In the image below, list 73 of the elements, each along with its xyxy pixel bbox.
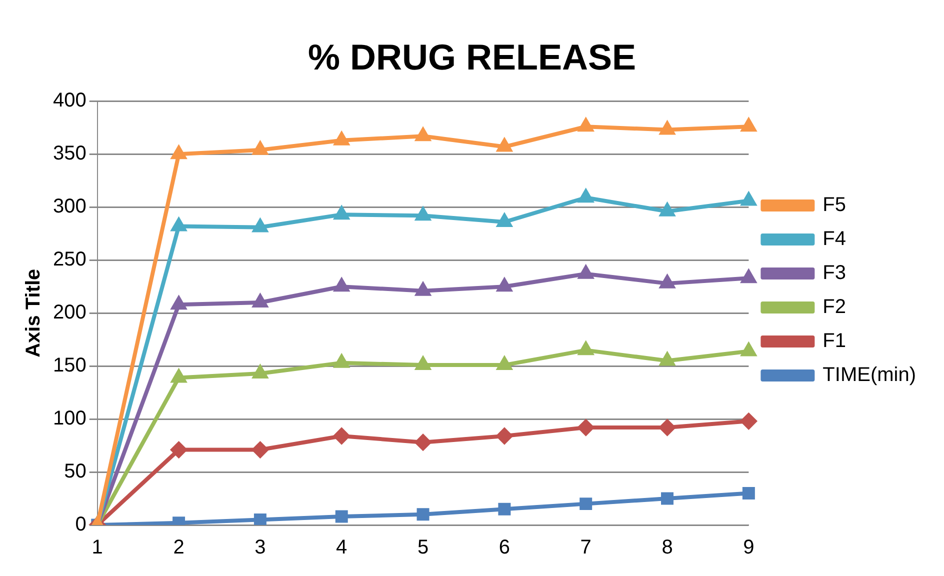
point (578, 420, 594, 436)
y-tick-label: 300 (52, 196, 86, 218)
x-tick-label: 4 (336, 536, 348, 559)
point (416, 508, 430, 521)
point (659, 420, 676, 436)
x-tick-label: 3 (254, 536, 266, 559)
point (172, 218, 186, 232)
legend-label: F4 (822, 228, 846, 250)
y-tick-label: 100 (52, 408, 86, 430)
y-axis-title: Axis Title (22, 268, 45, 358)
point (741, 343, 756, 356)
point (334, 206, 349, 220)
y-tick-label: 50 (64, 460, 86, 483)
point (172, 370, 186, 383)
legend-label: F5 (822, 194, 846, 216)
point (742, 486, 755, 500)
point (253, 365, 268, 378)
point (497, 278, 512, 292)
point (660, 122, 674, 135)
point (172, 296, 186, 310)
x-tick-label: 9 (743, 536, 754, 559)
y-tick-label: 200 (52, 302, 86, 324)
point (253, 219, 268, 232)
legend-label: F2 (822, 296, 846, 318)
point (416, 357, 430, 370)
x-tick-label: 2 (173, 536, 184, 559)
y-tick-label: 400 (52, 90, 86, 112)
point (335, 510, 348, 523)
y-tick-label: 250 (52, 248, 86, 271)
point (253, 142, 268, 155)
point (334, 428, 350, 444)
point (741, 118, 756, 132)
point (172, 146, 186, 160)
point (254, 513, 266, 525)
x-tick-label: 5 (417, 536, 429, 559)
chart-title: % DRUG RELEASE (308, 36, 636, 78)
x-tick-label: 6 (498, 536, 510, 559)
point (497, 138, 512, 152)
point (660, 352, 674, 366)
point (416, 128, 430, 142)
x-tick-label: 8 (662, 536, 673, 559)
point (334, 354, 349, 368)
point (660, 275, 674, 288)
point (578, 266, 594, 279)
point (334, 278, 349, 292)
point (334, 132, 349, 146)
x-tick-label: 1 (92, 536, 103, 559)
legend-label: F3 (822, 262, 846, 284)
legend-label: TIME(min) (822, 364, 916, 386)
point (416, 282, 430, 296)
point (496, 428, 512, 444)
point (578, 190, 594, 203)
y-tick-label: 350 (52, 142, 86, 165)
y-tick-label: 150 (52, 354, 86, 377)
legend-label: F1 (822, 330, 846, 352)
point (253, 294, 268, 308)
point (741, 270, 756, 284)
point (661, 492, 674, 505)
point (580, 498, 592, 510)
point (497, 357, 512, 370)
point (170, 442, 187, 458)
point (578, 118, 594, 132)
point (498, 502, 511, 516)
point (578, 342, 594, 356)
point (660, 203, 674, 216)
point (740, 413, 757, 430)
point (741, 192, 756, 206)
x-tick-label: 7 (580, 536, 592, 559)
point (252, 442, 268, 458)
point (416, 208, 430, 221)
y-tick-label: 0 (75, 514, 86, 536)
point (415, 434, 432, 450)
point (497, 214, 512, 227)
